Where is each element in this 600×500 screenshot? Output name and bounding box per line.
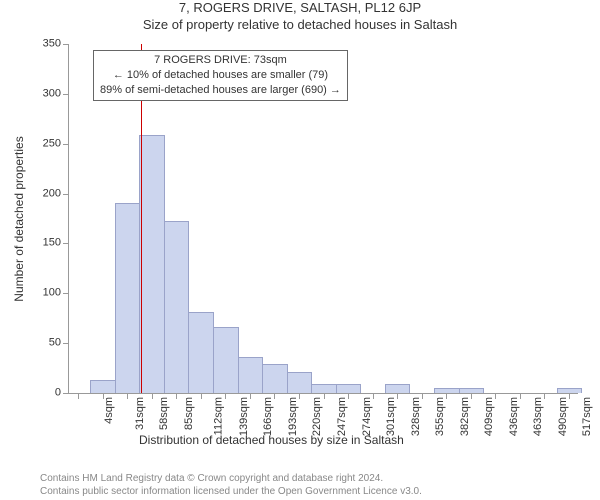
x-tick: [250, 393, 251, 399]
x-tick: [471, 393, 472, 399]
x-tick-label: 85sqm: [183, 397, 195, 430]
annotation-line-2: ← 10% of detached houses are smaller (79…: [100, 68, 341, 83]
histogram-bar: [238, 357, 264, 393]
x-tick: [103, 393, 104, 399]
x-tick-label: 517sqm: [582, 397, 594, 436]
footer-line-2: Contains public sector information licen…: [40, 485, 422, 498]
x-tick-label: 166sqm: [262, 397, 274, 436]
x-tick: [274, 393, 275, 399]
x-tick-label: 355sqm: [434, 397, 446, 436]
x-tick-label: 112sqm: [213, 397, 225, 435]
y-axis-label: Number of detached properties: [12, 44, 32, 394]
x-tick-label: 247sqm: [336, 397, 348, 436]
x-tick-label: 490sqm: [557, 397, 569, 436]
x-tick: [152, 393, 153, 399]
plot-area: 7 ROGERS DRIVE: 73sqm ← 10% of detached …: [68, 44, 578, 394]
x-tick: [225, 393, 226, 399]
x-tick: [495, 393, 496, 399]
x-tick: [373, 393, 374, 399]
x-tick-label: 382sqm: [459, 397, 471, 436]
x-tick: [422, 393, 423, 399]
x-tick: [348, 393, 349, 399]
x-tick-label: 463sqm: [532, 397, 544, 436]
annotation-box: 7 ROGERS DRIVE: 73sqm ← 10% of detached …: [93, 50, 348, 101]
y-tick-label: 200: [43, 188, 69, 199]
chart-container: 7, ROGERS DRIVE, SALTASH, PL12 6JP Size …: [0, 0, 600, 500]
histogram-bar: [311, 384, 337, 393]
x-tick: [569, 393, 570, 399]
histogram-bar: [188, 312, 214, 393]
x-tick: [299, 393, 300, 399]
x-tick: [520, 393, 521, 399]
footer-line-1: Contains HM Land Registry data © Crown c…: [40, 472, 422, 485]
y-tick-label: 250: [43, 138, 69, 149]
x-tick-label: 409sqm: [483, 397, 495, 436]
histogram-bar: [115, 203, 141, 393]
x-tick-label: 31sqm: [134, 397, 146, 430]
x-tick-label: 58sqm: [158, 397, 170, 430]
x-tick-label: 328sqm: [410, 397, 422, 436]
x-tick-label: 193sqm: [287, 397, 299, 436]
histogram-bar: [164, 221, 190, 394]
chart-subtitle: Size of property relative to detached ho…: [0, 17, 600, 32]
histogram-bar: [287, 372, 313, 393]
histogram-bar: [139, 135, 165, 393]
histogram-bar: [336, 384, 362, 393]
x-tick: [324, 393, 325, 399]
y-tick-label: 350: [43, 39, 69, 50]
x-tick-label: 220sqm: [312, 397, 324, 436]
x-tick: [397, 393, 398, 399]
histogram-bar: [90, 380, 116, 393]
histogram-bar: [262, 364, 288, 393]
x-tick-label: 301sqm: [385, 397, 397, 436]
chart-footer: Contains HM Land Registry data © Crown c…: [40, 472, 422, 498]
plot-outer: Number of detached properties 7 ROGERS D…: [22, 44, 582, 436]
annotation-line-3: 89% of semi-detached houses are larger (…: [100, 83, 341, 98]
x-tick-label: 436sqm: [508, 397, 520, 436]
annotation-line-1: 7 ROGERS DRIVE: 73sqm: [100, 53, 341, 68]
y-tick-label: 0: [55, 388, 69, 399]
x-tick: [176, 393, 177, 399]
y-tick-label: 50: [49, 338, 69, 349]
chart-title: 7, ROGERS DRIVE, SALTASH, PL12 6JP: [0, 0, 600, 15]
histogram-bar: [213, 327, 239, 393]
x-tick-label: 274sqm: [361, 397, 373, 436]
x-tick-label: 4sqm: [103, 397, 115, 424]
y-tick-label: 100: [43, 288, 69, 299]
x-tick: [127, 393, 128, 399]
x-tick: [544, 393, 545, 399]
x-tick: [446, 393, 447, 399]
x-tick: [201, 393, 202, 399]
histogram-bar: [385, 384, 411, 393]
x-tick: [78, 393, 79, 399]
y-tick-label: 300: [43, 88, 69, 99]
y-tick-label: 150: [43, 238, 69, 249]
x-tick-label: 139sqm: [238, 397, 250, 436]
